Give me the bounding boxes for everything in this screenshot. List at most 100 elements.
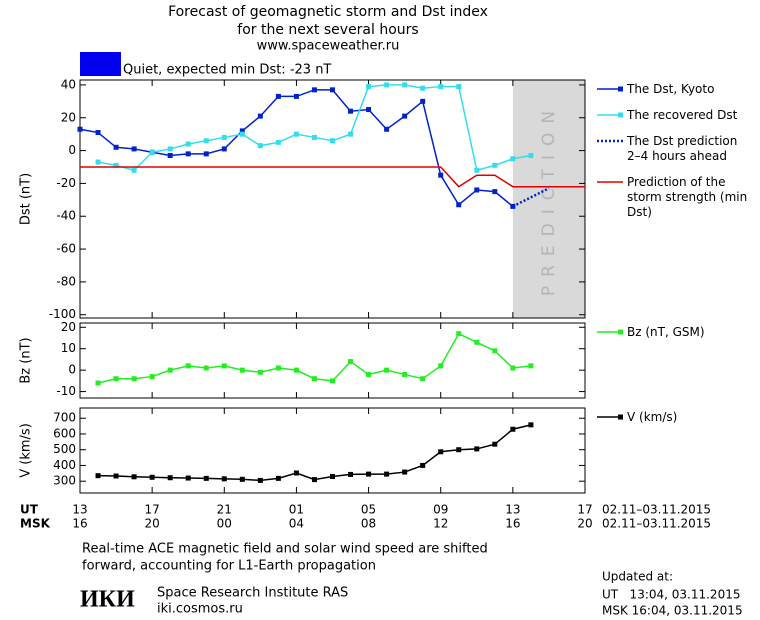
- legend-marker: [618, 112, 623, 118]
- y-tick-label: 500: [53, 442, 76, 456]
- marker: [203, 151, 209, 157]
- marker: [185, 363, 191, 369]
- marker: [366, 471, 372, 477]
- marker: [275, 365, 281, 371]
- plot-frame: [79, 407, 586, 494]
- ut-label: UT: [20, 503, 39, 517]
- marker: [257, 113, 263, 119]
- marker: [311, 477, 317, 483]
- y-tick-label: -20: [56, 176, 76, 190]
- marker: [330, 473, 335, 479]
- marker: [366, 84, 372, 90]
- site: iki.cosmos.ru: [157, 602, 243, 617]
- y-tick-label: 0: [68, 363, 76, 377]
- marker: [456, 447, 462, 453]
- legend-swatch: [597, 181, 623, 183]
- marker: [366, 371, 372, 377]
- marker: [492, 348, 498, 354]
- marker: [131, 167, 137, 173]
- marker: [311, 376, 317, 382]
- marker: [438, 363, 444, 369]
- marker: [474, 446, 480, 452]
- note-line: forward, accounting for L1-Earth propaga…: [82, 559, 376, 574]
- y-tick-label: 10: [61, 341, 76, 355]
- title-line: Forecast of geomagnetic storm and Dst in…: [168, 4, 488, 20]
- marker: [456, 202, 462, 208]
- legend-swatch: [597, 112, 623, 118]
- institute: Space Research Institute RAS: [157, 586, 348, 601]
- marker: [293, 93, 299, 99]
- marker: [438, 172, 444, 178]
- legend-item: The Dst prediction 2–4 hours ahead: [597, 134, 757, 164]
- marker: [221, 476, 227, 482]
- y-tick-label: 20: [61, 110, 76, 124]
- legend: V (km/s): [597, 410, 757, 436]
- legend-marker: [618, 414, 623, 420]
- x-tick-label: 16: [505, 517, 520, 531]
- legend-item: Prediction of the storm strength (min Ds…: [597, 175, 757, 220]
- marker: [330, 138, 335, 144]
- marker: [149, 149, 155, 155]
- y-tick-label: -10: [56, 384, 76, 398]
- series-line: [80, 166, 585, 188]
- marker: [203, 365, 209, 371]
- marker: [420, 98, 426, 104]
- x-tick-label: 00: [217, 517, 232, 531]
- marker: [149, 374, 155, 380]
- y-axis-title: V (km/s): [19, 423, 34, 478]
- x-tick-label: 20: [145, 517, 160, 531]
- series-line: [97, 84, 532, 172]
- marker: [474, 187, 480, 193]
- marker: [203, 138, 209, 144]
- marker: [185, 151, 191, 157]
- series-line: [98, 424, 532, 482]
- x-tick-label: 08: [361, 517, 376, 531]
- legend-label: The Dst, Kyoto: [627, 82, 715, 96]
- marker: [366, 107, 372, 113]
- legend-marker: [618, 86, 623, 92]
- marker: [311, 134, 317, 140]
- marker: [384, 471, 390, 477]
- logo: ИКИ: [80, 587, 135, 613]
- marker: [95, 473, 101, 479]
- marker: [275, 139, 281, 145]
- marker: [95, 159, 101, 165]
- marker: [167, 153, 173, 159]
- legend-label: Prediction of the storm strength (min Ds…: [627, 175, 748, 219]
- note-line: Real-time ACE magnetic field and solar w…: [82, 542, 488, 557]
- y-tick-label: -100: [49, 307, 76, 321]
- updated: UT 13:04, 03.11.2015: [602, 588, 740, 602]
- marker: [348, 359, 354, 365]
- y-axis-title: Dst (nT): [19, 173, 34, 225]
- marker: [131, 474, 137, 480]
- y-tick-label: -60: [56, 242, 76, 256]
- status-text: Quiet, expected min Dst: -23 nT: [123, 63, 331, 78]
- plot-frame: [79, 79, 586, 319]
- x-tick-label: 04: [289, 517, 304, 531]
- title-line: www.spaceweather.ru: [257, 39, 400, 54]
- marker: [185, 475, 191, 481]
- marker: [420, 85, 426, 91]
- marker: [239, 131, 245, 137]
- marker: [384, 82, 390, 88]
- marker: [257, 369, 263, 375]
- y-tick-label: 40: [61, 77, 76, 91]
- marker: [293, 131, 299, 137]
- marker: [95, 130, 101, 136]
- marker: [95, 380, 101, 386]
- x-tick-label: 17: [577, 503, 592, 517]
- marker: [239, 128, 245, 134]
- legend: Bz (nT, GSM): [597, 325, 757, 351]
- marker: [203, 475, 209, 481]
- marker: [275, 93, 281, 99]
- marker: [492, 189, 498, 195]
- x-tick-label: 13: [505, 503, 520, 517]
- marker: [438, 84, 444, 90]
- legend-item: The recovered Dst: [597, 108, 757, 123]
- x-tick-label: 12: [433, 517, 448, 531]
- legend-marker: [618, 329, 623, 335]
- prediction-region: [512, 80, 585, 318]
- marker: [113, 162, 119, 168]
- y-axis-title: Bz (nT): [19, 337, 34, 383]
